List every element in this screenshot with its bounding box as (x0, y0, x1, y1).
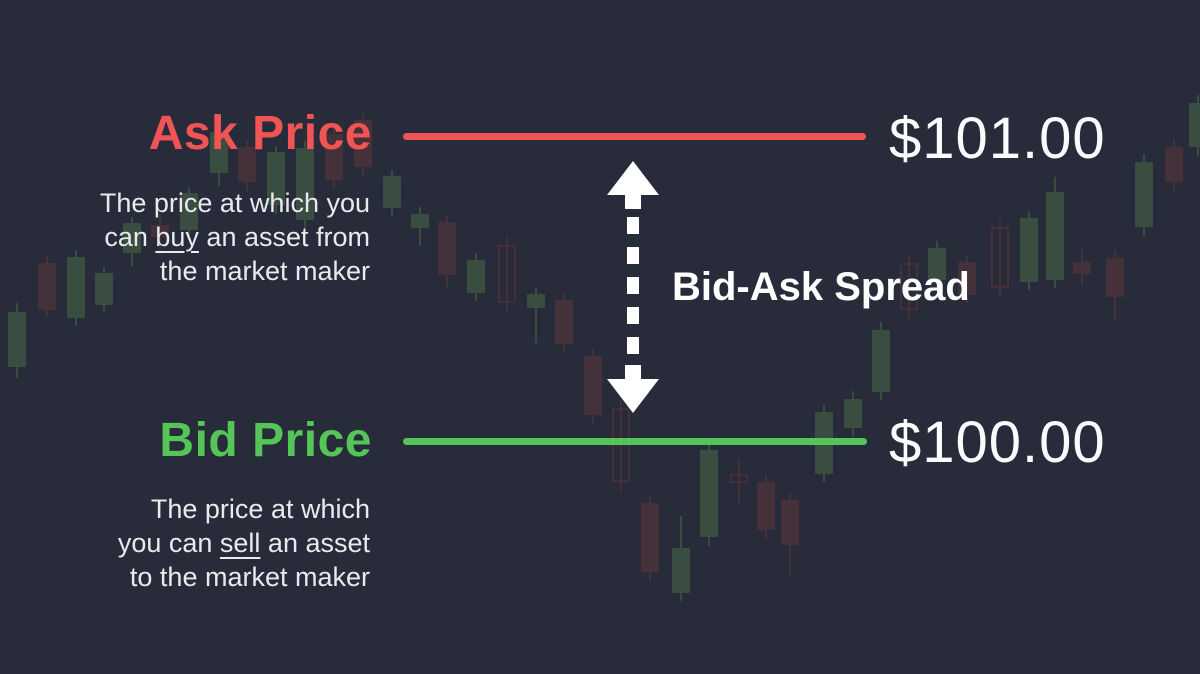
candle-wick (620, 400, 622, 491)
candlestick (8, 312, 26, 367)
spread-double-arrow (607, 161, 659, 413)
ask-underlined-word: buy (155, 222, 199, 252)
candlestick (95, 273, 113, 305)
candlestick (872, 330, 890, 392)
bid-line2-pre: you can (117, 528, 220, 558)
bid-description-line-1: The price at which (150, 494, 370, 524)
ask-price-value: $101.00 (889, 106, 1106, 171)
candlestick (67, 257, 85, 318)
bid-price-label: Bid Price (159, 414, 372, 467)
candlestick (267, 152, 285, 205)
candlestick (210, 132, 228, 173)
candlestick (325, 134, 343, 180)
candlestick (1165, 147, 1183, 182)
ask-description-line-3: the market maker (159, 256, 370, 286)
candlestick (383, 176, 401, 208)
candlestick (757, 482, 775, 530)
candlestick (1106, 258, 1124, 297)
spread-label: Bid-Ask Spread (672, 265, 970, 309)
candlestick (438, 222, 456, 275)
ask-price-label: Ask Price (148, 107, 372, 160)
arrow-down-head (607, 365, 659, 413)
candlestick (467, 260, 485, 293)
bid-price-value: $100.00 (889, 410, 1106, 475)
candle-wick (535, 288, 537, 343)
candlestick (1135, 162, 1153, 227)
candlestick (584, 356, 602, 415)
ask-line2-pre: can (104, 222, 156, 252)
ask-price-description: The price at which you can buy an asset … (100, 186, 370, 288)
candle-wick (999, 220, 1001, 296)
candlestick (123, 223, 141, 253)
candlestick (151, 225, 169, 237)
bid-description-line-3: to the market maker (129, 562, 370, 592)
candlestick (498, 245, 516, 303)
candlestick (555, 300, 573, 344)
candlestick (1046, 192, 1064, 280)
candlestick (296, 148, 314, 220)
bid-line2-post: an asset (260, 528, 370, 558)
ask-description-line-2: can buy an asset from (100, 220, 370, 254)
bid-description-line-2: you can sell an asset (118, 526, 370, 560)
candlestick (1073, 262, 1091, 274)
bid-underlined-word: sell (219, 528, 261, 558)
candlestick (928, 248, 946, 280)
candlestick (900, 263, 918, 310)
candlestick (730, 474, 748, 483)
arrow-up-head (607, 161, 659, 209)
candlestick (1020, 218, 1038, 282)
ask-line2-post: an asset from (198, 222, 370, 252)
candlestick (991, 227, 1009, 288)
candlestick (38, 263, 56, 310)
candle-wick (908, 256, 910, 318)
bid-price-description: The price at which you can sell an asset… (118, 492, 370, 594)
bid-price-line (403, 438, 867, 445)
candlestick (180, 193, 198, 230)
candlestick (781, 500, 799, 545)
ask-description-line-1: The price at which you (99, 188, 370, 218)
candlestick (354, 120, 372, 167)
candlestick (411, 214, 429, 228)
candlestick (641, 503, 659, 572)
candlestick (672, 548, 690, 593)
ask-price-line (403, 133, 866, 140)
candlestick (527, 294, 545, 308)
candle-wick (506, 237, 508, 312)
candlestick (612, 408, 630, 482)
candlestick (700, 450, 718, 537)
candlestick (844, 399, 862, 428)
candlestick (958, 262, 976, 295)
candlestick (1189, 103, 1200, 147)
candlestick (238, 147, 256, 182)
